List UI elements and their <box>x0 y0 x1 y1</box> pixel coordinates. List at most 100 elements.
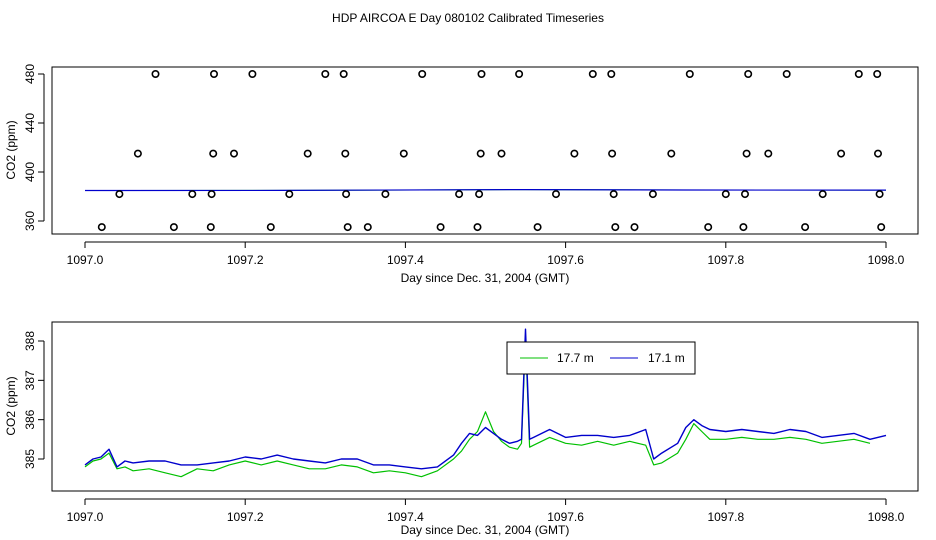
data-point <box>475 190 484 199</box>
data-point <box>97 223 106 232</box>
data-point <box>721 190 730 199</box>
top-panel: 1097.0 1097.2 1097.4 1097.6 1097.8 1098.0 360… <box>4 64 919 285</box>
data-point <box>630 223 639 232</box>
data-point <box>742 149 751 158</box>
data-point <box>533 223 542 232</box>
data-point <box>206 223 215 232</box>
data-point <box>436 223 445 232</box>
data-point <box>611 223 620 232</box>
data-point <box>266 223 275 232</box>
data-point <box>607 70 616 79</box>
top-series-lines <box>84 188 887 192</box>
x-tick-label: 1097.4 <box>387 510 424 524</box>
data-point <box>704 223 713 232</box>
data-point <box>339 70 348 79</box>
y-tick-label: 360 <box>23 211 37 231</box>
legend: 17.7 m 17.1 m <box>506 341 696 375</box>
legend-label-17-1: 17.1 m <box>648 351 685 365</box>
x-tick-label: 1097.0 <box>67 253 104 267</box>
data-point <box>685 70 694 79</box>
bottom-y-axis-label: CO2 (ppm) <box>4 376 18 435</box>
data-point <box>873 149 882 158</box>
data-point <box>667 149 676 158</box>
y-tick-label: 400 <box>23 162 37 182</box>
data-point <box>399 149 408 158</box>
data-point <box>739 223 748 232</box>
data-point <box>381 190 390 199</box>
x-tick-label: 1097.6 <box>547 253 584 267</box>
bottom-panel: 1097.0 1097.2 1097.4 1097.6 1097.8 1098.0 385… <box>4 321 919 537</box>
data-point <box>321 70 330 79</box>
x-tick-label: 1097.8 <box>707 510 744 524</box>
data-point <box>570 149 579 158</box>
data-point <box>418 70 427 79</box>
data-point <box>151 70 160 79</box>
data-point <box>551 190 560 199</box>
bottom-x-axis: 1097.0 1097.2 1097.4 1097.6 1097.8 1098.0 <box>67 498 905 524</box>
data-point <box>609 190 618 199</box>
data-point <box>648 190 657 199</box>
data-point <box>801 223 810 232</box>
data-point <box>588 70 597 79</box>
y-tick-label: 480 <box>23 64 37 84</box>
data-point <box>764 149 773 158</box>
data-point <box>877 223 886 232</box>
data-point <box>248 70 257 79</box>
data-point <box>209 149 218 158</box>
x-tick-label: 1097.6 <box>547 510 584 524</box>
data-point <box>342 190 351 199</box>
figure-title: HDP AIRCOA E Day 080102 Calibrated Times… <box>332 11 604 25</box>
data-point <box>455 190 464 199</box>
data-point <box>854 70 863 79</box>
top-y-axis-label: CO2 (ppm) <box>4 120 18 179</box>
data-point <box>169 223 178 232</box>
data-point <box>744 70 753 79</box>
top-blue-series-line <box>84 188 887 192</box>
series-line-green <box>84 338 871 478</box>
data-point <box>473 223 482 232</box>
x-tick-label: 1097.0 <box>67 510 104 524</box>
data-point <box>363 223 372 232</box>
data-point <box>210 70 219 79</box>
top-x-axis-label: Day since Dec. 31, 2004 (GMT) <box>401 271 570 285</box>
data-point <box>230 149 239 158</box>
series-line-blue <box>84 328 887 470</box>
y-tick-label: 386 <box>23 409 37 429</box>
data-point <box>515 70 524 79</box>
top-scatter-points <box>97 70 886 232</box>
y-tick-label: 385 <box>23 449 37 469</box>
data-point <box>341 149 350 158</box>
data-point <box>188 190 197 199</box>
top-x-axis: 1097.0 1097.2 1097.4 1097.6 1097.8 1098.0 <box>67 241 905 267</box>
y-tick-label: 387 <box>23 370 37 390</box>
bottom-y-axis: 385 386 387 388 <box>23 331 45 469</box>
data-point <box>875 190 884 199</box>
data-point <box>477 70 486 79</box>
data-point <box>476 149 485 158</box>
legend-label-17-7: 17.7 m <box>557 351 594 365</box>
x-tick-label: 1097.2 <box>227 510 264 524</box>
x-tick-label: 1097.4 <box>387 253 424 267</box>
data-point <box>608 149 617 158</box>
data-point <box>837 149 846 158</box>
bottom-plot-frame <box>51 321 919 492</box>
x-tick-label: 1097.2 <box>227 253 264 267</box>
data-point <box>285 190 294 199</box>
x-tick-label: 1098.0 <box>868 253 905 267</box>
bottom-x-axis-label: Day since Dec. 31, 2004 (GMT) <box>401 523 570 537</box>
data-point <box>303 149 312 158</box>
bottom-series-lines <box>84 328 887 478</box>
top-y-axis: 360 400 440 480 <box>23 64 45 231</box>
data-point <box>740 190 749 199</box>
data-point <box>207 190 216 199</box>
y-tick-label: 388 <box>23 331 37 351</box>
data-point <box>782 70 791 79</box>
x-tick-label: 1098.0 <box>868 510 905 524</box>
data-point <box>115 190 124 199</box>
top-plot-frame <box>51 66 919 235</box>
y-tick-label: 440 <box>23 113 37 133</box>
data-point <box>497 149 506 158</box>
data-point <box>818 190 827 199</box>
data-point <box>343 223 352 232</box>
